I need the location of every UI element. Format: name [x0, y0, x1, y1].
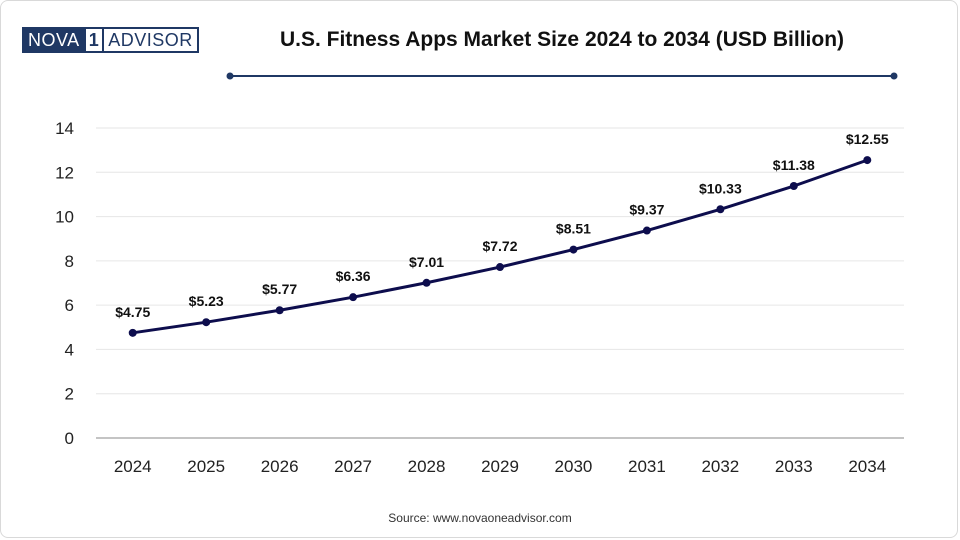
data-label: $6.36: [336, 268, 371, 284]
x-tick-label: 2027: [334, 457, 372, 476]
data-point: [275, 306, 284, 315]
data-point: [789, 182, 798, 191]
data-label: $12.55: [846, 131, 889, 147]
data-label: $9.37: [629, 202, 664, 218]
y-tick-label: 14: [55, 119, 74, 138]
data-label: $11.38: [773, 157, 815, 173]
data-label: $10.33: [699, 180, 742, 196]
x-tick-label: 2026: [261, 457, 299, 476]
x-tick-label: 2034: [848, 457, 886, 476]
y-tick-label: 10: [55, 208, 74, 227]
x-tick-label: 2028: [408, 457, 446, 476]
chart-title: U.S. Fitness Apps Market Size 2024 to 20…: [279, 28, 845, 51]
title-underline: [226, 72, 898, 80]
x-tick-label: 2031: [628, 457, 666, 476]
logo-text-advisor: ADVISOR: [104, 29, 197, 51]
data-label: $4.75: [115, 304, 150, 320]
data-point: [202, 318, 211, 327]
data-point: [496, 263, 504, 272]
x-tick-label: 2033: [775, 457, 813, 476]
data-label: $5.77: [262, 281, 297, 297]
novaoneadvisor-logo: NOVA 1 ADVISOR: [22, 27, 199, 53]
logo-text-one: 1: [83, 29, 105, 51]
data-point: [569, 245, 578, 254]
x-tick-label: 2025: [187, 457, 225, 476]
data-point: [349, 293, 358, 302]
x-tick-label: 2024: [114, 457, 152, 476]
data-label: $7.01: [409, 254, 444, 270]
y-tick-label: 4: [65, 340, 74, 359]
y-tick-label: 12: [55, 163, 74, 182]
data-point: [422, 278, 431, 287]
y-tick-label: 0: [65, 429, 74, 448]
data-point: [642, 226, 651, 235]
data-label: $5.23: [189, 293, 224, 309]
y-tick-label: 6: [65, 296, 74, 315]
x-tick-label: 2029: [481, 457, 519, 476]
source-note: Source: www.novaoneadvisor.com: [388, 511, 572, 525]
x-tick-label: 2032: [701, 457, 739, 476]
data-point: [128, 328, 137, 337]
data-label: $8.51: [556, 221, 591, 237]
logo-text-nova: NOVA: [24, 29, 84, 51]
data-point: [716, 205, 725, 214]
x-tick-label: 2030: [555, 457, 593, 476]
data-point: [863, 156, 872, 165]
y-tick-label: 2: [65, 385, 74, 404]
y-tick-label: 8: [65, 252, 74, 271]
data-label: $7.72: [482, 238, 517, 254]
